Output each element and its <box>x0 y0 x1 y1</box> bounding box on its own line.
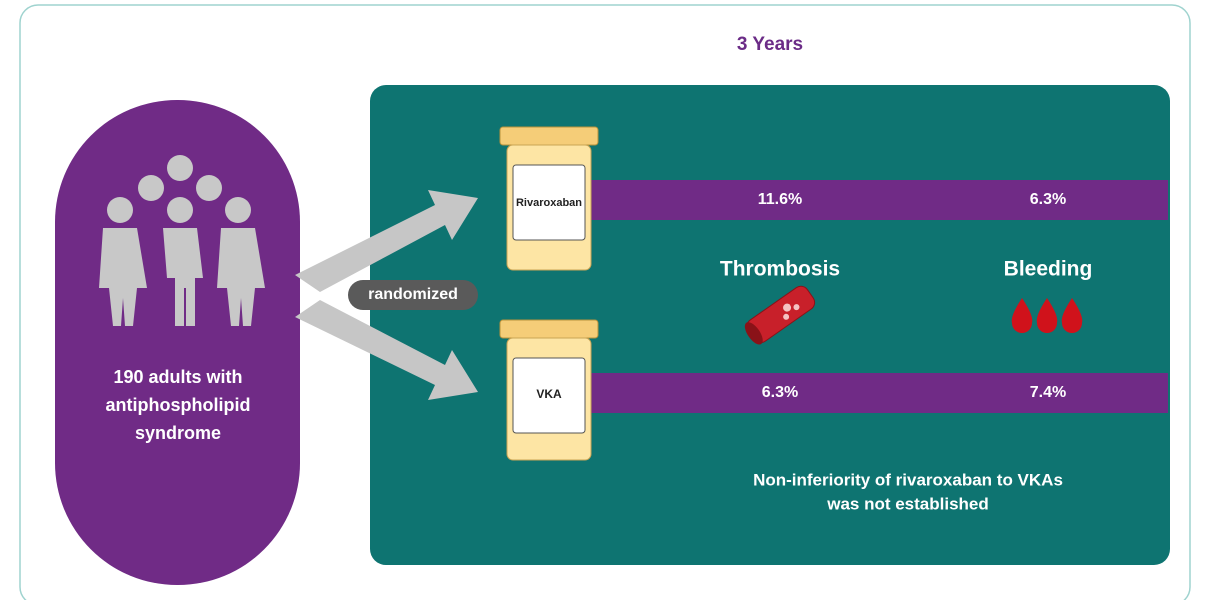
population-text: 190 adults with <box>113 367 242 387</box>
bleeding-rate: 6.3% <box>1030 191 1066 208</box>
arm-bar <box>590 180 1168 220</box>
arm-label: Rivaroxaban <box>516 197 582 209</box>
vessel-icon <box>744 285 816 345</box>
arrows <box>295 190 478 400</box>
outcome-heading: Thrombosis <box>720 258 840 281</box>
arm-label: VKA <box>536 387 562 401</box>
thrombosis-rate: 11.6% <box>758 191 802 208</box>
people-icon <box>99 155 265 326</box>
bottle <box>499 319 599 461</box>
conclusion: Non-inferiority of rivaroxaban to VKAs <box>753 470 1063 489</box>
bleeding-rate: 7.4% <box>1030 384 1066 401</box>
population-text: syndrome <box>135 423 221 443</box>
blood-drops <box>1011 298 1083 333</box>
population-text: antiphospholipid <box>106 395 251 415</box>
conclusion: was not established <box>826 494 989 513</box>
duration: 3 Years <box>737 34 803 55</box>
arm-bar <box>590 373 1168 413</box>
randomized-label: randomized <box>368 286 458 303</box>
randomized-pill <box>348 280 478 310</box>
outcome-heading: Bleeding <box>1004 258 1093 281</box>
bottle <box>499 126 599 271</box>
thrombosis-rate: 6.3% <box>762 384 798 401</box>
